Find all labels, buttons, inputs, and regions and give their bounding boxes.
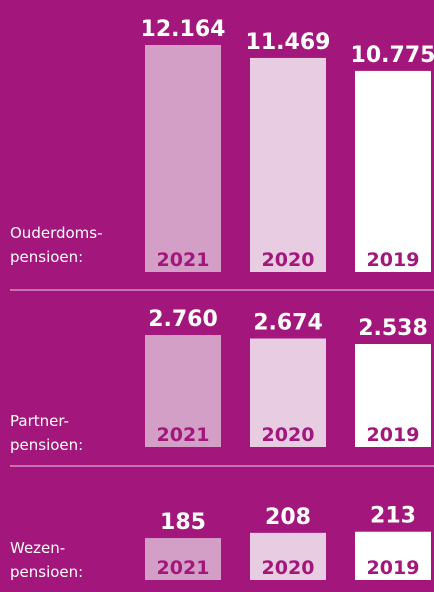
panel-label: pensioen: [10,563,83,581]
year-label: 2021 [157,557,210,579]
bar [145,334,221,447]
bar [250,532,326,580]
bar [355,70,431,273]
year-label: 2020 [262,249,315,271]
year-label: 2019 [367,249,420,271]
bar [145,538,221,580]
year-label: 2020 [262,557,315,579]
value-label: 12.164 [141,17,226,42]
year-label: 2021 [157,249,210,271]
value-label: 213 [370,504,416,529]
value-label: 2.674 [253,310,323,335]
value-label: 185 [160,510,206,535]
panel-label: Ouderdoms- [10,224,103,242]
year-label: 2019 [367,557,420,579]
panel-label: Wezen- [10,539,65,557]
year-label: 2021 [157,424,210,446]
panel-label: pensioen: [10,436,83,454]
panel-label: pensioen: [10,248,83,266]
bar [355,531,431,580]
year-label: 2020 [262,424,315,446]
value-label: 208 [265,505,311,530]
panel-label: Partner- [10,412,69,430]
bar [145,44,221,273]
year-label: 2019 [367,424,420,446]
value-label: 2.538 [358,316,428,341]
value-label: 11.469 [246,30,331,55]
value-label: 2.760 [148,307,218,332]
bar [250,338,326,447]
bar [250,57,326,272]
value-label: 10.775 [351,43,434,68]
bar [355,344,431,447]
